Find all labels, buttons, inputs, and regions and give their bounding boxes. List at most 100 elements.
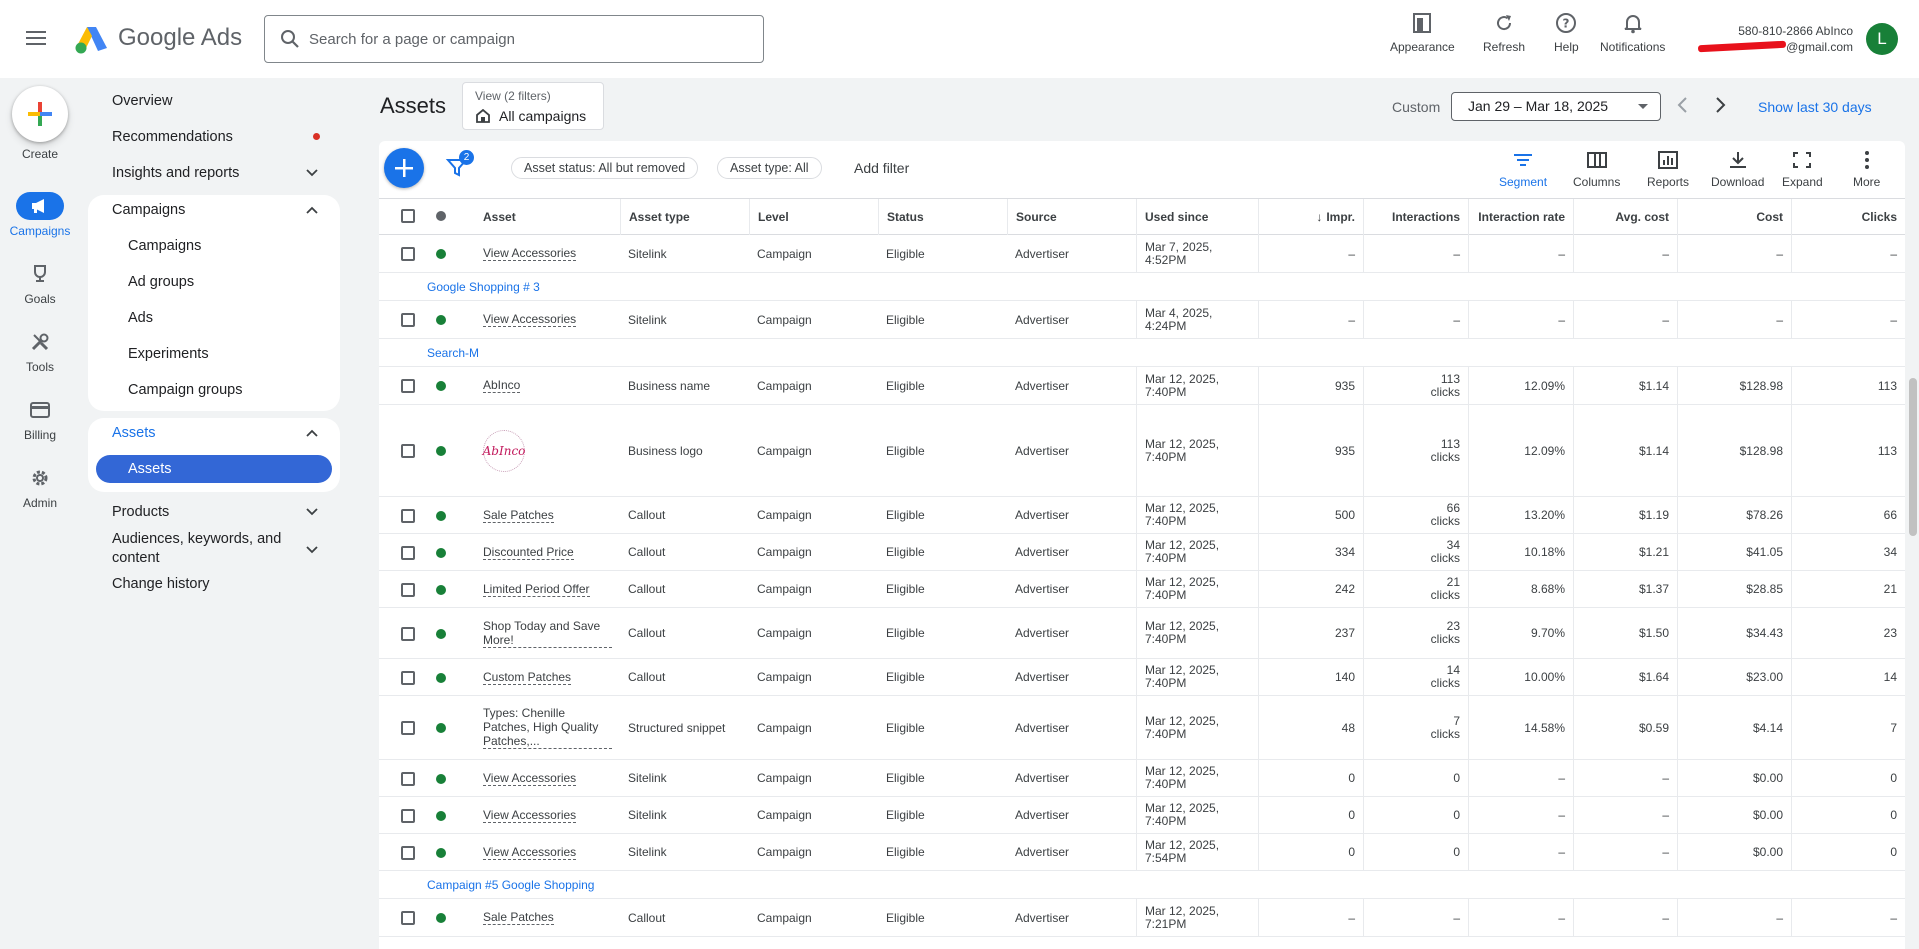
help-button[interactable]: ? Help xyxy=(1554,12,1579,54)
col-status[interactable]: Status xyxy=(878,199,1007,235)
row-checkbox[interactable] xyxy=(401,809,415,823)
asset-link[interactable]: Sale Patches xyxy=(483,910,554,925)
table-row[interactable]: Shop Today and Save More! Callout Campaign… xyxy=(379,608,1905,659)
col-cost[interactable]: Cost xyxy=(1677,199,1791,235)
download-button[interactable]: Download xyxy=(1711,150,1764,189)
notifications-button[interactable]: Notifications xyxy=(1600,12,1665,54)
table-row[interactable]: Discounted Price Callout Campaign Eligible A… xyxy=(379,534,1905,571)
row-checkbox[interactable] xyxy=(401,772,415,786)
row-checkbox[interactable] xyxy=(401,671,415,685)
search-input[interactable] xyxy=(309,16,749,62)
asset-link[interactable]: View Accessories xyxy=(483,807,577,823)
avatar[interactable]: L xyxy=(1866,23,1898,55)
campaign-group-link[interactable]: Google Shopping # 3 xyxy=(427,280,540,294)
table-row[interactable]: View Accessories Sitelink Campaign Eligible… xyxy=(379,834,1905,871)
nav-change-history[interactable]: Change history xyxy=(112,576,210,592)
filter-chip-asset-status[interactable]: Asset status: All but removed xyxy=(511,157,699,179)
segment-button[interactable]: Segment xyxy=(1499,150,1547,189)
nav-experiments[interactable]: Experiments xyxy=(128,346,209,362)
add-asset-button[interactable] xyxy=(384,148,424,188)
rail-admin[interactable]: Admin xyxy=(0,464,80,510)
col-asset-type[interactable]: Asset type xyxy=(620,199,749,235)
row-checkbox[interactable] xyxy=(401,583,415,597)
nav-campaign-groups[interactable]: Campaign groups xyxy=(128,382,243,398)
account-switcher[interactable]: 580-810-2866 AbInco @gmail.com xyxy=(1698,23,1853,55)
table-row[interactable]: Sale Patches Callout Campaign Eligible Adver… xyxy=(379,899,1905,937)
row-checkbox[interactable] xyxy=(401,509,415,523)
campaign-group-link[interactable]: Campaign #5 Google Shopping xyxy=(427,878,595,892)
asset-link[interactable]: View Accessories xyxy=(483,770,577,786)
table-row[interactable]: View Accessories Sitelink Campaign Eligible… xyxy=(379,301,1905,339)
row-checkbox[interactable] xyxy=(401,546,415,560)
columns-button[interactable]: Columns xyxy=(1573,150,1620,189)
row-checkbox[interactable] xyxy=(401,313,415,327)
asset-link[interactable]: Custom Patches xyxy=(483,669,572,685)
main-menu-icon[interactable] xyxy=(24,27,48,51)
col-interaction-rate[interactable]: Interaction rate xyxy=(1468,199,1573,235)
rail-billing[interactable]: Billing xyxy=(0,396,80,442)
asset-link[interactable]: View Accessories xyxy=(483,246,577,261)
col-used-since[interactable]: Used since xyxy=(1136,199,1258,235)
nav-assets[interactable]: Assets xyxy=(96,455,332,483)
col-level[interactable]: Level xyxy=(749,199,878,235)
asset-link[interactable]: View Accessories xyxy=(483,312,577,327)
row-checkbox[interactable] xyxy=(401,247,415,261)
asset-link[interactable]: Sale Patches xyxy=(483,507,554,523)
table-row[interactable]: AbInco Business logo Campaign Eligible Adver… xyxy=(379,405,1905,497)
search-box[interactable] xyxy=(264,15,764,63)
asset-link[interactable]: View Accessories xyxy=(483,844,577,860)
nav-ad-groups[interactable]: Ad groups xyxy=(128,274,195,290)
asset-link[interactable]: Limited Period Offer xyxy=(483,581,590,597)
row-checkbox[interactable] xyxy=(401,444,415,458)
nav-ads[interactable]: Ads xyxy=(128,310,153,326)
nav-insights[interactable]: Insights and reports xyxy=(88,159,340,187)
asset-link[interactable]: Discounted Price xyxy=(483,544,574,560)
row-checkbox[interactable] xyxy=(401,911,415,925)
refresh-button[interactable]: Refresh xyxy=(1483,12,1525,54)
nav-overview[interactable]: Overview xyxy=(112,93,173,109)
row-checkbox[interactable] xyxy=(401,721,415,735)
nav-products[interactable]: Products xyxy=(88,498,340,526)
campaign-group-link[interactable]: Search-M xyxy=(427,346,480,360)
rail-campaigns[interactable]: Campaigns xyxy=(0,192,80,238)
more-button[interactable]: More xyxy=(1853,150,1880,189)
nav-campaigns-section[interactable]: Campaigns xyxy=(88,196,340,224)
google-ads-logo-icon[interactable] xyxy=(74,24,108,54)
expand-button[interactable]: Expand xyxy=(1782,150,1823,189)
appearance-button[interactable]: Appearance xyxy=(1390,12,1455,54)
rail-goals[interactable]: Goals xyxy=(0,260,80,306)
reports-button[interactable]: Reports xyxy=(1647,150,1689,189)
nav-audiences[interactable]: Audiences, keywords, and content xyxy=(88,530,340,570)
date-range-selector[interactable]: Jan 29 – Mar 18, 2025 xyxy=(1451,92,1661,121)
row-checkbox[interactable] xyxy=(401,846,415,860)
asset-link[interactable]: Types: Chenille Patches, High Quality Pa… xyxy=(483,706,612,749)
table-row[interactable]: View Accessories Sitelink Campaign Eligible… xyxy=(379,797,1905,834)
table-row[interactable]: Custom Patches Callout Campaign Eligible Adv… xyxy=(379,659,1905,696)
show-last-30-days-button[interactable]: Show last 30 days xyxy=(1758,99,1872,115)
table-row[interactable]: View Accessories Sitelink Campaign Eligible… xyxy=(379,235,1905,273)
nav-recommendations[interactable]: Recommendations xyxy=(112,129,233,145)
col-impr[interactable]: ↓ Impr. xyxy=(1258,199,1363,235)
select-all-checkbox[interactable] xyxy=(401,209,415,223)
view-selector[interactable]: View (2 filters) All campaigns xyxy=(462,82,604,130)
add-filter-button[interactable]: Add filter xyxy=(854,160,910,176)
chevron-left-icon[interactable] xyxy=(1676,96,1690,114)
scrollbar-thumb[interactable] xyxy=(1909,378,1917,536)
col-clicks[interactable]: Clicks xyxy=(1791,199,1905,235)
col-source[interactable]: Source xyxy=(1007,199,1136,235)
table-row[interactable]: Types: Chenille Patches, High Quality Pa… xyxy=(379,696,1905,760)
chevron-right-icon[interactable] xyxy=(1713,96,1727,114)
asset-link[interactable]: AbInco xyxy=(483,378,521,393)
row-checkbox[interactable] xyxy=(401,627,415,641)
nav-campaigns[interactable]: Campaigns xyxy=(128,238,202,254)
table-row[interactable]: Limited Period Offer Callout Campaign Eligi… xyxy=(379,571,1905,608)
asset-link[interactable]: Shop Today and Save More! xyxy=(483,619,612,648)
row-checkbox[interactable] xyxy=(401,379,415,393)
filter-chip-asset-type[interactable]: Asset type: All xyxy=(717,157,822,179)
col-interactions[interactable]: Interactions xyxy=(1363,199,1468,235)
col-asset[interactable]: Asset xyxy=(483,210,516,224)
rail-tools[interactable]: Tools xyxy=(0,328,80,374)
business-logo-image[interactable]: AbInco xyxy=(483,429,525,472)
table-row[interactable]: AbInco Business name Campaign Eligible Adver… xyxy=(379,367,1905,405)
col-avg-cost[interactable]: Avg. cost xyxy=(1573,199,1677,235)
